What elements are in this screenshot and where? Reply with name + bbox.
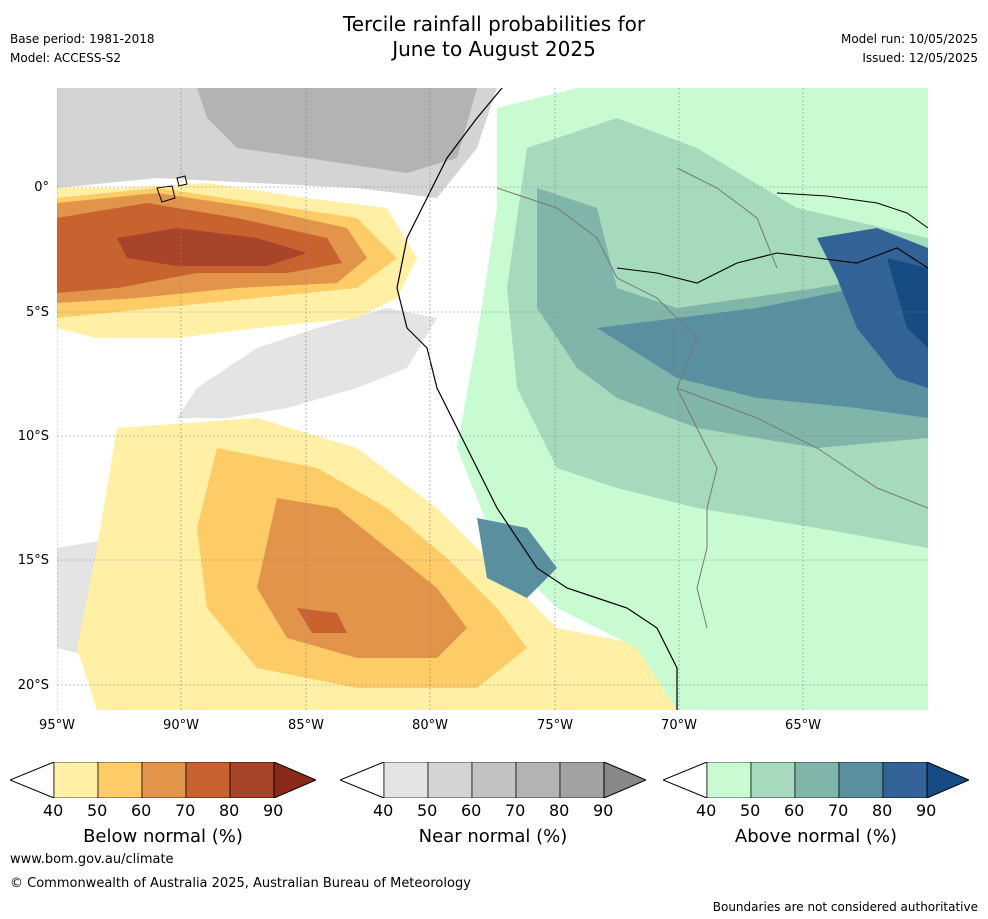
- model-run-text: Model run: 10/05/2025: [840, 32, 978, 46]
- title-line-1: Tercile rainfall probabilities for: [342, 12, 646, 36]
- tick-label: 80: [872, 801, 893, 820]
- tick-label: 70: [505, 801, 526, 820]
- colorbar-near-normal: [338, 761, 648, 799]
- colorbar-title: Near normal (%): [418, 826, 568, 847]
- colorbar-swatch: [706, 761, 752, 799]
- colorbar-swatch: [559, 761, 605, 799]
- colorbar-swatch: [53, 761, 99, 799]
- near-normal-region: [177, 308, 437, 418]
- colorbar-swatch: [185, 761, 231, 799]
- colorbar-swatch: [97, 761, 143, 799]
- colorbar-ticks: 40 50 60 70 80 90: [340, 801, 646, 821]
- lat-label: 15°S: [17, 553, 49, 568]
- tick-label: 50: [417, 801, 438, 820]
- website-link[interactable]: www.bom.gov.au/climate: [10, 852, 174, 867]
- map-title: Tercile rainfall probabilities for June …: [0, 12, 988, 62]
- probability-map[interactable]: [57, 88, 928, 710]
- tick-label: 40: [696, 801, 717, 820]
- lon-label: 95°W: [39, 718, 75, 733]
- colorbar-graphic: [8, 761, 318, 799]
- galapagos-islands: [156, 175, 188, 203]
- coastline: [396, 88, 678, 710]
- colorbar-swatch: [471, 761, 517, 799]
- lon-label: 75°W: [537, 718, 573, 733]
- colorbar-swatch: [515, 761, 561, 799]
- river: [616, 247, 928, 284]
- above-normal-region: [597, 278, 928, 418]
- colorbar-swatch: [926, 761, 971, 799]
- lat-label: 5°S: [25, 305, 49, 320]
- lat-label: 20°S: [17, 678, 49, 693]
- colorbar-graphic: [661, 761, 971, 799]
- title-line-2: June to August 2025: [392, 37, 596, 61]
- lon-label: 65°W: [785, 718, 821, 733]
- lat-label: 10°S: [17, 429, 49, 444]
- colorbar-ticks: 40 50 60 70 80 90: [663, 801, 969, 821]
- tick-label: 40: [373, 801, 394, 820]
- colorbar-above-normal: [661, 761, 971, 799]
- below-normal-region: [297, 608, 347, 633]
- graticule: [57, 88, 928, 710]
- lon-label: 70°W: [661, 718, 697, 733]
- above-normal-region: [887, 258, 928, 348]
- colorbar-swatch: [273, 761, 318, 799]
- river: [776, 192, 928, 229]
- lon-label: 80°W: [412, 718, 448, 733]
- colorbar-swatch: [383, 761, 429, 799]
- country-border: [676, 167, 778, 269]
- colorbar-swatch: [882, 761, 928, 799]
- colorbar-swatch: [794, 761, 840, 799]
- issued-text: Issued: 12/05/2025: [862, 51, 978, 65]
- tick-label: 50: [740, 801, 761, 820]
- tick-label: 60: [461, 801, 482, 820]
- colorbar-title: Above normal (%): [734, 826, 898, 847]
- colorbar-swatch: [750, 761, 796, 799]
- lon-label: 85°W: [288, 718, 324, 733]
- disclaimer-text: Boundaries are not considered authoritat…: [712, 900, 978, 914]
- colorbar-swatch: [603, 761, 648, 799]
- colorbar-below-normal: [8, 761, 318, 799]
- tick-label: 90: [593, 801, 614, 820]
- colorbar-swatch: [229, 761, 275, 799]
- copyright-text: © Commonwealth of Australia 2025, Austra…: [10, 876, 471, 891]
- tick-label: 90: [263, 801, 284, 820]
- lat-label: 0°: [34, 180, 49, 195]
- country-border: [496, 187, 718, 629]
- tick-label: 90: [916, 801, 937, 820]
- map-canvas: [57, 88, 928, 710]
- tick-label: 70: [175, 801, 196, 820]
- colorbar-swatch: [838, 761, 884, 799]
- tick-label: 60: [784, 801, 805, 820]
- country-border: [676, 387, 928, 509]
- tick-label: 40: [43, 801, 64, 820]
- colorbar-swatch: [141, 761, 187, 799]
- tick-label: 70: [828, 801, 849, 820]
- tick-label: 60: [131, 801, 152, 820]
- colorbar-ticks: 40 50 60 70 80 90: [10, 801, 316, 821]
- above-normal-region: [477, 518, 557, 598]
- colorbar-graphic: [338, 761, 648, 799]
- colorbar-title: Below normal (%): [83, 826, 243, 847]
- tick-label: 80: [219, 801, 240, 820]
- tick-label: 80: [549, 801, 570, 820]
- near-normal-region: [197, 88, 477, 173]
- tick-label: 50: [87, 801, 108, 820]
- colorbar-swatch: [427, 761, 473, 799]
- lon-label: 90°W: [163, 718, 199, 733]
- below-normal-region: [117, 228, 307, 266]
- base-period-text: Base period: 1981-2018: [10, 32, 155, 46]
- model-text: Model: ACCESS-S2: [10, 51, 122, 65]
